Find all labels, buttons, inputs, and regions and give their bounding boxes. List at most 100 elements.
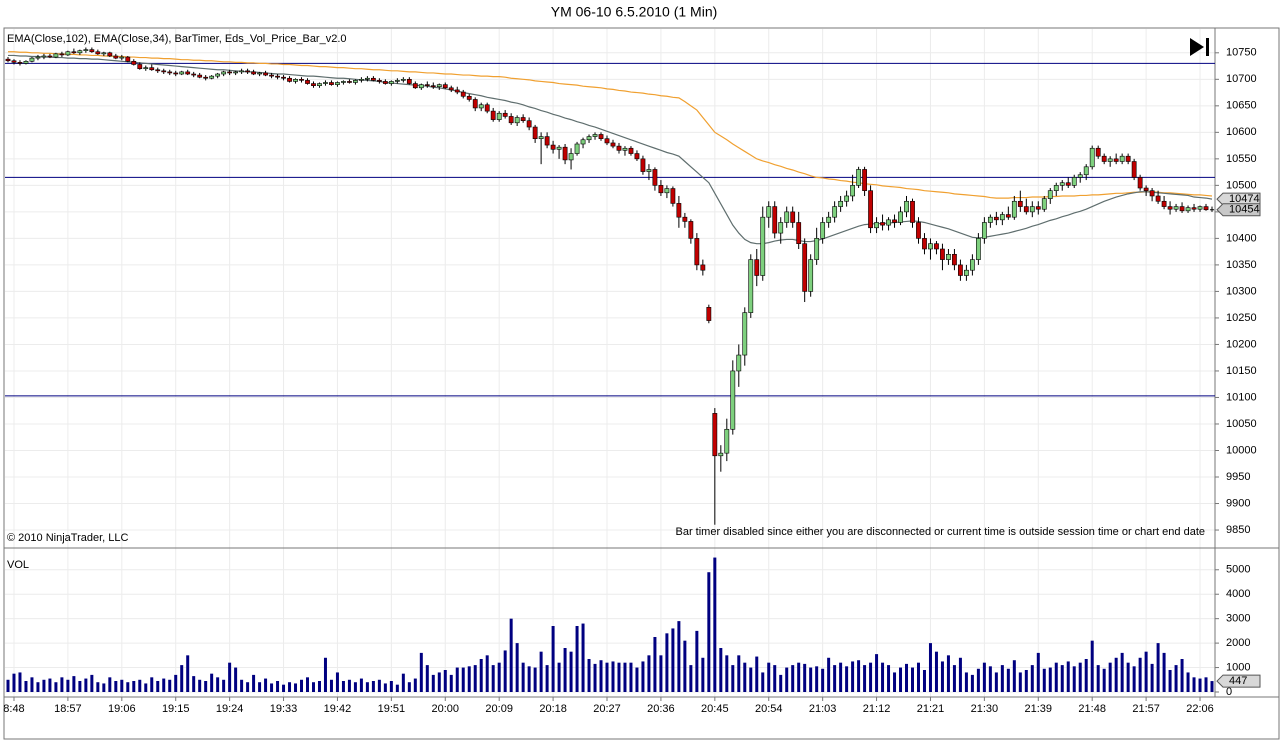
x-tick-label: 19:33 <box>270 703 298 715</box>
volume-bar <box>365 682 369 692</box>
value-marker-label: 10454 <box>1229 204 1260 216</box>
candle-body <box>652 169 658 186</box>
candle-body <box>1095 147 1101 157</box>
candle-body <box>227 71 233 74</box>
candle-body <box>1017 200 1023 207</box>
volume-bar <box>623 662 627 692</box>
candle-body <box>838 200 844 207</box>
candle-body <box>748 259 754 313</box>
y-tick-label: 2000 <box>1226 637 1250 649</box>
volume-bar <box>96 682 100 692</box>
candle-body <box>1131 161 1137 178</box>
play-icon[interactable] <box>1190 38 1204 56</box>
candle-body <box>47 55 53 58</box>
candle-body <box>143 67 149 70</box>
volume-bar <box>1108 662 1112 692</box>
volume-bar <box>1048 667 1052 692</box>
volume-bar <box>821 668 825 692</box>
candle-body <box>23 60 29 64</box>
volume-bar <box>497 662 501 692</box>
volume-bar <box>575 626 579 692</box>
volume-bar <box>210 673 214 692</box>
volume-bar <box>952 665 956 692</box>
volume-bar <box>1018 672 1022 692</box>
volume-bar <box>1000 665 1004 692</box>
candle-body <box>209 75 215 79</box>
candle-body <box>179 71 185 75</box>
candle-body <box>1167 206 1173 210</box>
candle-body <box>1011 200 1017 218</box>
volume-bar <box>569 651 573 692</box>
value-marker-label: 447 <box>1229 675 1247 687</box>
volume-bar <box>940 661 944 692</box>
candle-body <box>1089 147 1095 168</box>
volume-bar <box>779 674 783 692</box>
volume-bar <box>347 679 351 692</box>
indicator-list: EMA(Close,102), EMA(Close,34), BarTimer,… <box>7 33 347 45</box>
volume-bar <box>60 677 64 692</box>
volume-bar <box>916 662 920 692</box>
candle-body <box>772 206 778 234</box>
candle-body <box>233 71 239 74</box>
volume-bar <box>749 667 753 692</box>
volume-bar <box>689 665 693 692</box>
candle-body <box>263 72 268 76</box>
candle-body <box>287 77 292 82</box>
candle-body <box>484 104 490 112</box>
volume-bar <box>827 657 831 692</box>
candle-body <box>880 222 885 226</box>
volume-bar <box>881 662 885 692</box>
volume-bar <box>156 681 160 692</box>
candle-body <box>65 51 71 56</box>
volume-bar <box>982 662 986 692</box>
volume-bar <box>683 640 687 692</box>
y-tick-label: 10150 <box>1226 365 1257 377</box>
x-tick-label: 19:51 <box>378 703 406 715</box>
volume-bar <box>66 679 70 692</box>
volume-bar <box>839 662 843 692</box>
candle-body <box>898 211 903 223</box>
candle-body <box>544 136 550 146</box>
candle-body <box>53 53 59 58</box>
candle-body <box>460 91 466 97</box>
volume-bar <box>1210 681 1214 692</box>
x-tick-label: 20:18 <box>539 703 567 715</box>
candle-body <box>760 216 766 276</box>
candle-body <box>341 81 346 83</box>
volume-bar <box>407 682 411 692</box>
volume-bar <box>605 662 609 692</box>
candle-body <box>430 85 436 88</box>
y-tick-label: 3000 <box>1226 613 1250 625</box>
volume-bar <box>695 630 699 692</box>
y-tick-label: 0 <box>1226 686 1232 698</box>
candle-body <box>335 82 340 85</box>
volume-bar <box>353 682 357 692</box>
candle-body <box>257 72 262 75</box>
candle-body <box>436 84 442 88</box>
candle-body <box>928 243 933 250</box>
candle-body <box>394 80 400 82</box>
volume-bar <box>725 655 729 692</box>
candle-body <box>754 259 760 276</box>
x-tick-label: 21:03 <box>809 703 837 715</box>
candle-body <box>400 79 406 81</box>
end-bar-icon[interactable] <box>1206 38 1209 56</box>
candle-body <box>736 354 742 372</box>
volume-bar <box>78 681 82 692</box>
y-tick-label: 4000 <box>1226 588 1250 600</box>
volume-bar <box>731 665 735 692</box>
volume-bar <box>611 661 615 692</box>
volume-bar <box>593 663 597 692</box>
volume-bar <box>1066 661 1070 692</box>
volume-bar <box>258 682 262 692</box>
frame <box>3 27 1280 740</box>
candle-body <box>964 269 969 276</box>
scroll-to-end-button[interactable] <box>1190 38 1209 56</box>
candle-body <box>89 49 95 53</box>
candle-body <box>688 221 694 239</box>
y-tick-label: 10100 <box>1226 391 1257 403</box>
y-tick-label: 10050 <box>1226 418 1257 430</box>
candle-body <box>808 259 814 292</box>
volume-bar <box>533 667 537 692</box>
volume-bar <box>311 682 315 692</box>
